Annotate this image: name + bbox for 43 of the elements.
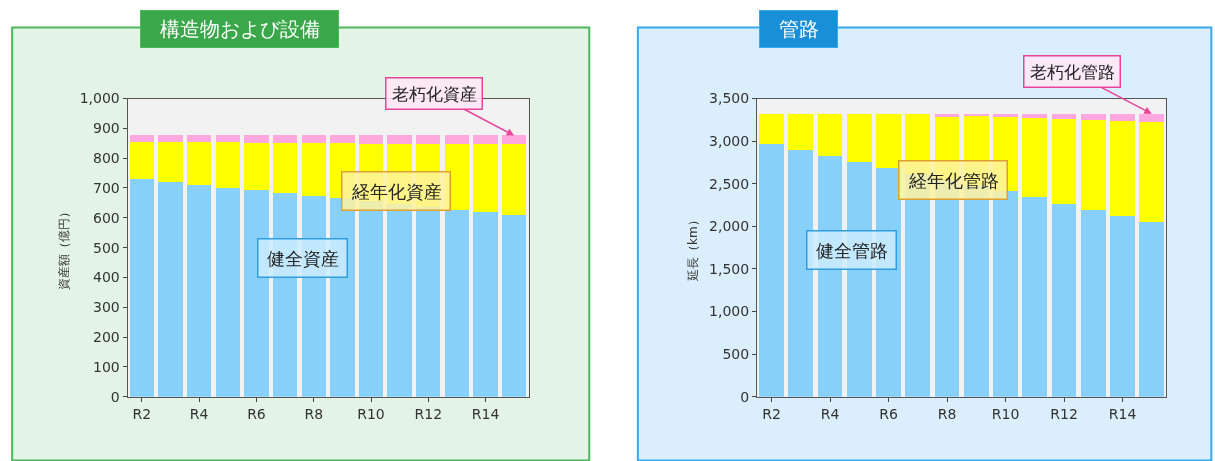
x-tick-label: R14 [471,405,500,422]
y-tick-label: 2,000 [709,218,750,235]
y-tick-label: 0 [110,388,120,405]
x-tick-label: R8 [937,405,957,422]
y-tick-label: 300 [93,299,120,316]
y-tick-label: 800 [93,150,120,167]
series-label: 経年化資産 [350,180,442,202]
chart-title: 管路 [766,17,832,41]
y-tick-label: 3,000 [709,133,750,150]
x-tick-label: R2 [132,405,152,422]
y-tick-label: 2,500 [709,175,750,192]
y-tick-label: 200 [93,329,120,346]
x-tick-label: R2 [762,405,781,422]
series-label: 経年化管路 [907,169,999,191]
y-tick-label: 1,000 [79,90,120,107]
y-axis-title: 延長（km） [686,214,701,282]
series-label: 健全資産 [266,247,339,269]
y-tick-label: 100 [93,358,120,375]
y-tick-label: 900 [93,120,120,137]
x-tick-label: R12 [1050,405,1078,422]
series-label: 健全管路 [815,239,888,261]
x-tick-label: R6 [879,405,898,422]
x-tick-label: R12 [414,405,443,422]
y-tick-label: 500 [722,346,750,363]
x-tick-label: R14 [1108,405,1137,422]
x-tick-label: R10 [991,405,1020,422]
y-tick-label: 400 [93,269,120,286]
y-axis-title: 資産額（億円） [56,205,71,290]
x-tick-label: R6 [247,405,266,422]
y-tick-label: 700 [93,179,120,196]
y-tick-label: 500 [93,239,120,256]
y-tick-label: 1,000 [709,303,750,320]
x-tick-label: R8 [304,405,324,422]
x-tick-label: R10 [357,405,385,422]
x-tick-label: R4 [820,405,840,422]
y-tick-label: 3,500 [709,90,750,107]
x-tick-label: R4 [189,405,209,422]
y-tick-label: 0 [740,388,750,405]
chart-title: 構造物および設備 [147,17,333,41]
y-tick-label: 600 [93,209,120,226]
series-label: 老朽化管路 [1029,61,1115,82]
series-label: 老朽化資産 [391,83,477,104]
y-tick-label: 1,500 [709,260,750,277]
